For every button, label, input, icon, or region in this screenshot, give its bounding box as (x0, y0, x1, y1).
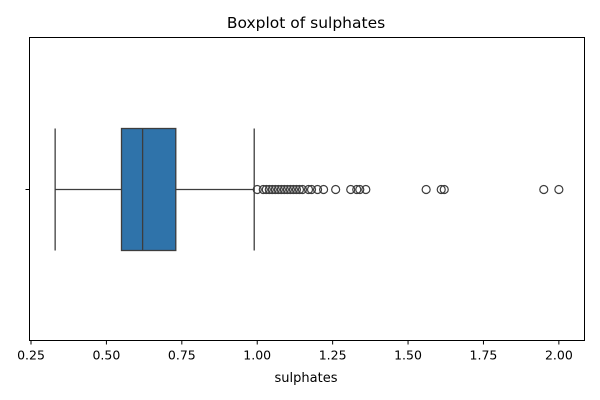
x-tick-label: 0.25 (17, 348, 45, 363)
outlier-point (436, 184, 446, 195)
x-tick-label: 1.50 (394, 348, 422, 363)
outlier-point (276, 184, 286, 195)
chart-title: Boxplot of sulphates (227, 14, 385, 32)
outlier-point (331, 184, 341, 195)
x-tick-label: 1.75 (470, 348, 498, 363)
x-tick-label: 2.00 (545, 348, 573, 363)
box-series (54, 127, 255, 252)
outlier-point (264, 184, 274, 195)
outlier-point (318, 184, 329, 195)
outlier-point (267, 184, 277, 195)
outlier-point (297, 184, 308, 195)
x-tick-label: 1.00 (243, 348, 271, 363)
outlier-point (261, 184, 271, 195)
iqr-box (120, 127, 177, 252)
flier-series (252, 184, 564, 195)
x-tick-label: 0.50 (92, 348, 120, 363)
outlier-point (346, 184, 356, 195)
outlier-point (291, 184, 302, 195)
outlier-point (355, 184, 365, 195)
outlier-point (306, 184, 317, 195)
outlier-point (294, 184, 305, 195)
outlier-point (312, 184, 323, 195)
outlier-point (554, 184, 564, 195)
outlier-point (279, 184, 289, 195)
outlier-point (273, 184, 283, 195)
outlier-point (258, 184, 268, 195)
x-axis-label: sulphates (275, 371, 338, 386)
outlier-point (421, 184, 431, 195)
outlier-point (352, 184, 362, 195)
x-tick-label: 0.75 (168, 348, 196, 363)
outlier-point (303, 184, 314, 195)
outlier-point (270, 184, 280, 195)
outlier-point (439, 184, 449, 195)
outlier-point (539, 184, 549, 195)
outlier-point (361, 184, 371, 195)
x-tick-label: 1.25 (319, 348, 347, 363)
outlier-point (282, 184, 292, 195)
outlier-point (288, 184, 299, 195)
outlier-point (252, 184, 262, 195)
outlier-point (285, 184, 296, 195)
x-axis: 0.25 0.50 0.75 1.00 1.25 1.50 1.75 2.00 (17, 340, 573, 363)
